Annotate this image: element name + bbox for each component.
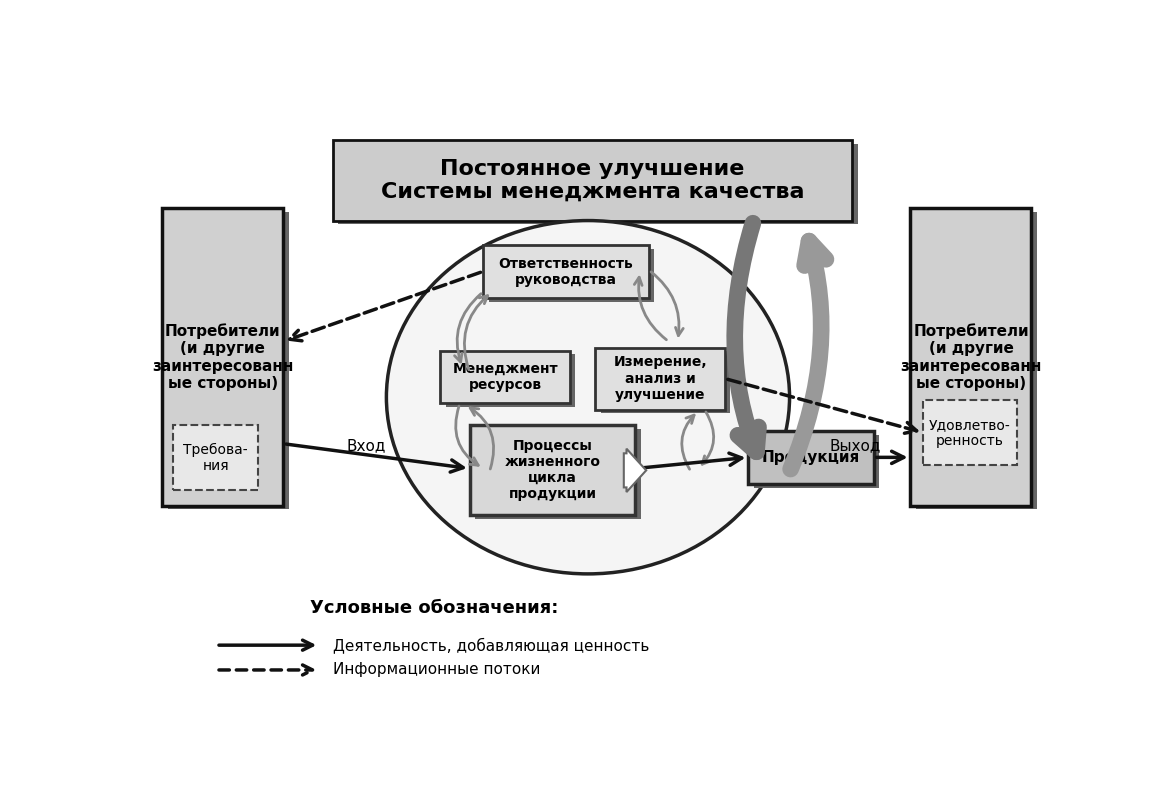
Bar [600, 351, 731, 413]
Bar [440, 351, 570, 403]
Text: Требова-
ния: Требова- ния [184, 443, 249, 473]
Bar [483, 246, 649, 298]
Text: Постоянное улучшение
Системы менеджмента качества: Постоянное улучшение Системы менеджмента… [380, 159, 805, 202]
Bar [489, 249, 654, 302]
Bar [911, 208, 1031, 506]
Bar [338, 144, 858, 225]
Bar [595, 348, 725, 410]
Text: Потребители
(и другие
заинтересованн
ые стороны): Потребители (и другие заинтересованн ые … [153, 323, 294, 391]
Bar [173, 425, 258, 490]
Bar [754, 435, 880, 488]
Bar [333, 140, 852, 221]
Text: Вход: Вход [347, 438, 386, 453]
Bar [748, 431, 874, 484]
Text: Условные обозначения:: Условные обозначения: [310, 599, 558, 617]
Bar [168, 212, 289, 510]
Text: Потребители
(и другие
заинтересованн
ые стороны): Потребители (и другие заинтересованн ые … [901, 323, 1042, 391]
Text: Выход: Выход [829, 438, 881, 453]
Bar [475, 429, 640, 518]
Bar [922, 400, 1017, 465]
Ellipse shape [386, 221, 790, 574]
Bar [445, 354, 576, 407]
Text: Деятельность, добавляющая ценность: Деятельность, добавляющая ценность [333, 638, 649, 653]
Text: Продукция: Продукция [762, 450, 860, 465]
Text: Процессы
жизненного
цикла
продукции: Процессы жизненного цикла продукции [504, 439, 601, 502]
Text: Измерение,
анализ и
улучшение: Измерение, анализ и улучшение [614, 356, 707, 402]
Bar [916, 212, 1037, 510]
Text: Менеджмент
ресурсов: Менеджмент ресурсов [452, 362, 558, 392]
Text: Ответственность
руководства: Ответственность руководства [498, 257, 633, 287]
Text: Информационные потоки: Информационные потоки [333, 663, 540, 678]
Text: Удовлетво-
ренность: Удовлетво- ренность [929, 418, 1012, 448]
Bar [162, 208, 283, 506]
FancyArrow shape [624, 448, 646, 492]
Bar [469, 425, 636, 515]
